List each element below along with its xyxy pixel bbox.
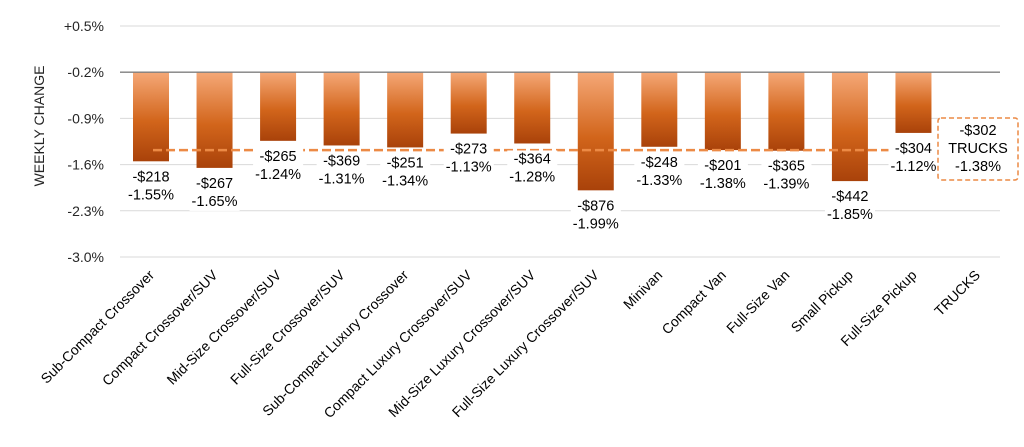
bar <box>133 72 169 162</box>
data-label-backing <box>888 139 939 176</box>
y-tick-label: +0.5% <box>64 18 104 34</box>
data-label-percent: -1.31% <box>319 171 365 187</box>
data-label-dollar: -$251 <box>387 155 424 171</box>
data-label-percent: -1.99% <box>573 216 619 232</box>
data-label-backing <box>824 188 875 225</box>
data-label-dollar: -$267 <box>196 176 233 192</box>
bar <box>450 72 487 134</box>
total-callout-name: TRUCKS <box>948 141 1008 157</box>
data-label-backing <box>189 174 240 211</box>
data-label-dollar: -$304 <box>895 141 932 157</box>
data-label-backing <box>697 157 748 194</box>
data-label-percent: -1.24% <box>255 167 301 183</box>
bar <box>514 72 551 144</box>
x-category-label: Compact Crossover/SUV <box>99 266 221 388</box>
data-label-dollar: -$365 <box>768 159 805 175</box>
data-label-percent: -1.55% <box>128 187 174 203</box>
data-label-percent: -1.85% <box>827 207 873 223</box>
bar <box>641 72 678 147</box>
x-category-label: Mid-Size Crossover/SUV <box>163 266 284 387</box>
data-label-dollar: -$201 <box>704 158 741 174</box>
data-label-percent: -1.65% <box>192 194 238 210</box>
bar <box>768 72 805 151</box>
total-callout-percent: -1.38% <box>955 159 1001 175</box>
x-category-label: Full-Size Van <box>723 267 792 336</box>
data-label-percent: -1.38% <box>700 176 746 192</box>
x-category-label: TRUCKS <box>931 267 983 319</box>
data-label-backing <box>634 153 685 190</box>
data-label-backing <box>126 168 177 205</box>
y-axis-ticks: +0.5% -0.2% -0.9% -1.6% -2.3% -3.0% <box>64 18 104 265</box>
data-label-backing <box>316 152 367 189</box>
bar <box>323 72 360 146</box>
y-tick-label: -1.6% <box>67 157 104 173</box>
bar <box>260 72 297 141</box>
data-labels: -$218 -1.55% -$267 -1.65% -$265 -1.24% -$369 -1… <box>126 139 939 234</box>
trucks-total-callout: -$302 TRUCKS -1.38% <box>937 117 1019 181</box>
x-category-label: Compact Van <box>658 267 729 338</box>
data-label-dollar: -$369 <box>323 153 360 169</box>
y-tick-label: -0.9% <box>67 110 104 126</box>
x-category-label: Small Pickup <box>788 267 857 336</box>
data-label-percent: -1.28% <box>509 169 555 185</box>
total-callout-dollar: -$302 <box>959 123 996 139</box>
data-label-percent: -1.39% <box>763 177 809 193</box>
bar <box>831 72 868 182</box>
bars <box>133 72 932 191</box>
bar <box>704 72 741 151</box>
x-category-label: Minivan <box>620 267 665 312</box>
data-label-backing <box>443 140 494 177</box>
data-label-backing <box>507 150 558 187</box>
data-label-percent: -1.33% <box>636 173 682 189</box>
data-label-backing <box>570 197 621 234</box>
data-label-dollar: -$442 <box>831 189 868 205</box>
data-label-backing <box>253 147 304 184</box>
y-tick-label: -3.0% <box>67 249 104 265</box>
data-label-percent: -1.13% <box>446 160 492 176</box>
x-category-label: Sub-Compact Crossover <box>37 267 157 387</box>
data-label-percent: -1.12% <box>890 159 936 175</box>
y-tick-label: -2.3% <box>67 203 104 219</box>
data-label-dollar: -$273 <box>450 142 487 158</box>
data-label-dollar: -$265 <box>260 149 297 165</box>
y-axis-title: WEEKLY CHANGE <box>31 66 47 187</box>
bar <box>895 72 932 133</box>
bar <box>387 72 424 148</box>
data-label-dollar: -$218 <box>132 169 169 185</box>
data-label-percent: -1.34% <box>382 173 428 189</box>
data-label-dollar: -$248 <box>641 155 678 171</box>
bar <box>196 72 233 168</box>
data-label-backing <box>761 157 812 194</box>
data-label-dollar: -$364 <box>514 151 551 167</box>
data-label-dollar: -$876 <box>577 198 614 214</box>
total-callout-box <box>937 117 1019 181</box>
x-category-label: Full-Size Crossover/SUV <box>227 266 348 387</box>
bar <box>577 72 614 191</box>
data-label-backing <box>380 154 431 191</box>
y-tick-label: -0.2% <box>67 64 104 80</box>
